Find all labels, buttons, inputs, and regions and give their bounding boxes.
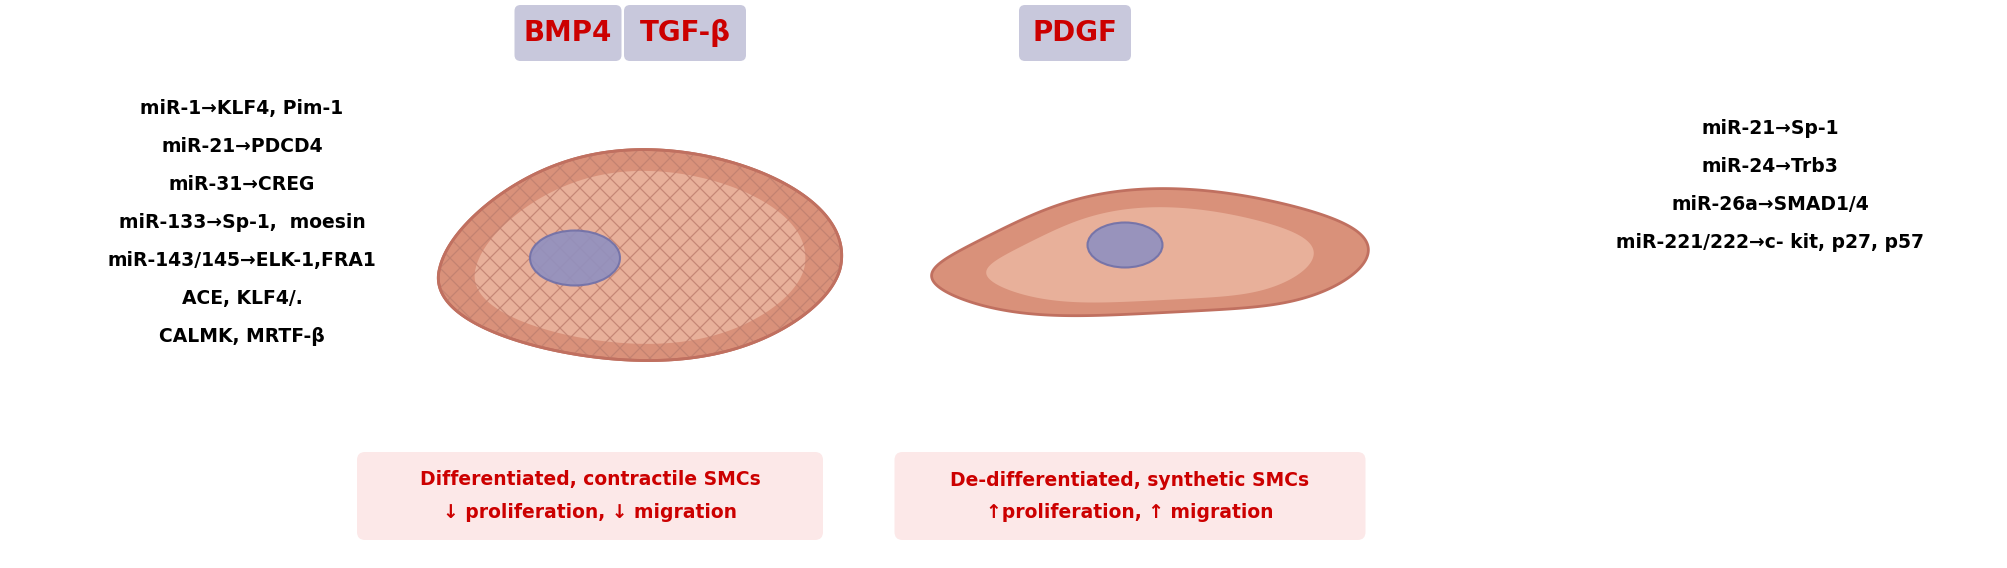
Text: miR-21→PDCD4: miR-21→PDCD4 bbox=[161, 136, 323, 156]
Text: Differentiated, contractile SMCs: Differentiated, contractile SMCs bbox=[419, 470, 761, 490]
Polygon shape bbox=[438, 149, 841, 361]
Text: miR-31→CREG: miR-31→CREG bbox=[169, 174, 315, 194]
FancyBboxPatch shape bbox=[514, 5, 622, 61]
Text: PDGF: PDGF bbox=[1032, 19, 1116, 47]
Text: miR-143/145→ELK-1,FRA1: miR-143/145→ELK-1,FRA1 bbox=[108, 250, 375, 269]
Text: miR-26a→SMAD1/4: miR-26a→SMAD1/4 bbox=[1670, 194, 1869, 214]
Text: TGF-β: TGF-β bbox=[638, 19, 731, 47]
Text: miR-24→Trb3: miR-24→Trb3 bbox=[1700, 157, 1838, 176]
Text: miR-21→Sp-1: miR-21→Sp-1 bbox=[1700, 119, 1838, 137]
FancyBboxPatch shape bbox=[624, 5, 747, 61]
FancyBboxPatch shape bbox=[893, 452, 1365, 540]
Ellipse shape bbox=[1088, 223, 1162, 268]
Polygon shape bbox=[931, 189, 1367, 316]
Text: miR-1→KLF4, Pim-1: miR-1→KLF4, Pim-1 bbox=[140, 98, 343, 118]
Text: BMP4: BMP4 bbox=[524, 19, 612, 47]
Ellipse shape bbox=[530, 231, 620, 286]
Text: miR-221/222→c- kit, p27, p57: miR-221/222→c- kit, p27, p57 bbox=[1616, 232, 1923, 252]
Text: De-differentiated, synthetic SMCs: De-differentiated, synthetic SMCs bbox=[949, 470, 1309, 490]
Text: ↑proliferation, ↑ migration: ↑proliferation, ↑ migration bbox=[985, 503, 1272, 521]
Polygon shape bbox=[474, 171, 805, 344]
FancyBboxPatch shape bbox=[357, 452, 823, 540]
Polygon shape bbox=[985, 207, 1313, 303]
Text: miR-133→Sp-1,  moesin: miR-133→Sp-1, moesin bbox=[118, 212, 365, 232]
Text: CALMK, MRTF-β: CALMK, MRTF-β bbox=[159, 327, 325, 345]
Text: ↓ proliferation, ↓ migration: ↓ proliferation, ↓ migration bbox=[444, 503, 737, 521]
FancyBboxPatch shape bbox=[1018, 5, 1130, 61]
Text: ACE, KLF4/.: ACE, KLF4/. bbox=[181, 289, 303, 307]
